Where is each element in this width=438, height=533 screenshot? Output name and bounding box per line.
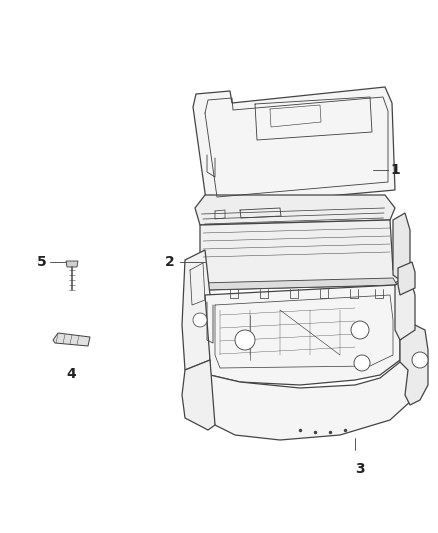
Polygon shape <box>393 213 410 280</box>
Polygon shape <box>395 278 415 340</box>
Polygon shape <box>200 278 397 290</box>
Polygon shape <box>182 360 215 430</box>
Polygon shape <box>195 195 395 225</box>
Circle shape <box>412 352 428 368</box>
Polygon shape <box>182 250 210 370</box>
Polygon shape <box>398 262 415 295</box>
Polygon shape <box>400 325 428 405</box>
Text: 1: 1 <box>390 163 400 177</box>
Polygon shape <box>193 87 395 207</box>
Text: 5: 5 <box>37 255 47 269</box>
Polygon shape <box>200 220 400 290</box>
Circle shape <box>354 355 370 371</box>
Polygon shape <box>205 285 400 385</box>
Circle shape <box>235 330 255 350</box>
Circle shape <box>351 321 369 339</box>
Text: 2: 2 <box>165 255 175 269</box>
Text: 3: 3 <box>355 462 365 476</box>
Text: 4: 4 <box>66 367 76 381</box>
Polygon shape <box>66 261 78 267</box>
Polygon shape <box>53 333 90 346</box>
Polygon shape <box>208 362 412 440</box>
Circle shape <box>193 313 207 327</box>
